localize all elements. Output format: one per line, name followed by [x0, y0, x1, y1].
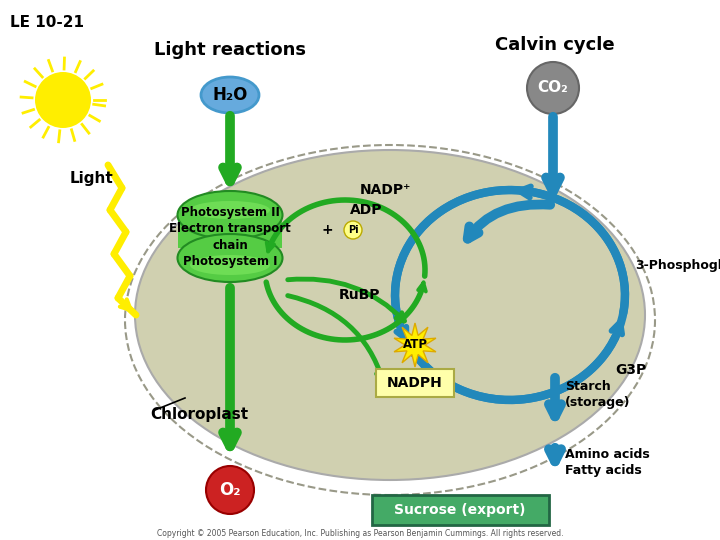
Circle shape: [35, 72, 91, 128]
Polygon shape: [394, 323, 436, 367]
FancyBboxPatch shape: [376, 369, 454, 397]
Circle shape: [206, 466, 254, 514]
Ellipse shape: [178, 234, 282, 282]
Text: Copyright © 2005 Pearson Education, Inc. Publishing as Pearson Benjamin Cummings: Copyright © 2005 Pearson Education, Inc.…: [157, 529, 563, 537]
Text: Sucrose (export): Sucrose (export): [395, 503, 526, 517]
Text: H₂O: H₂O: [212, 86, 248, 104]
Bar: [178, 210, 282, 248]
Text: 3-Phosphoglycerate: 3-Phosphoglycerate: [635, 259, 720, 272]
Text: G3P: G3P: [615, 363, 647, 377]
Text: Calvin cycle: Calvin cycle: [495, 36, 615, 54]
Text: +: +: [323, 223, 339, 237]
FancyBboxPatch shape: [372, 495, 549, 525]
Text: ADP: ADP: [350, 203, 382, 217]
Text: Light reactions: Light reactions: [154, 41, 306, 59]
Text: CO₂: CO₂: [538, 80, 568, 96]
Ellipse shape: [201, 77, 259, 113]
Ellipse shape: [190, 201, 270, 219]
Ellipse shape: [178, 191, 282, 239]
Ellipse shape: [135, 150, 645, 480]
Text: Chloroplast: Chloroplast: [150, 408, 248, 422]
Text: NADPH: NADPH: [387, 376, 443, 390]
Text: O₂: O₂: [220, 481, 240, 499]
Text: ATP: ATP: [402, 339, 428, 352]
Text: Photosystem II
Electron transport
chain
Photosystem I: Photosystem II Electron transport chain …: [169, 206, 291, 268]
Circle shape: [527, 62, 579, 114]
Circle shape: [344, 221, 362, 239]
Text: Light: Light: [70, 171, 114, 186]
Text: RuBP: RuBP: [338, 288, 380, 302]
Ellipse shape: [190, 255, 270, 275]
Text: Pi: Pi: [348, 225, 359, 235]
Text: LE 10-21: LE 10-21: [10, 15, 84, 30]
Text: Starch
(storage): Starch (storage): [565, 380, 631, 409]
Text: Amino acids
Fatty acids: Amino acids Fatty acids: [565, 448, 649, 477]
Text: NADP⁺: NADP⁺: [360, 183, 411, 197]
